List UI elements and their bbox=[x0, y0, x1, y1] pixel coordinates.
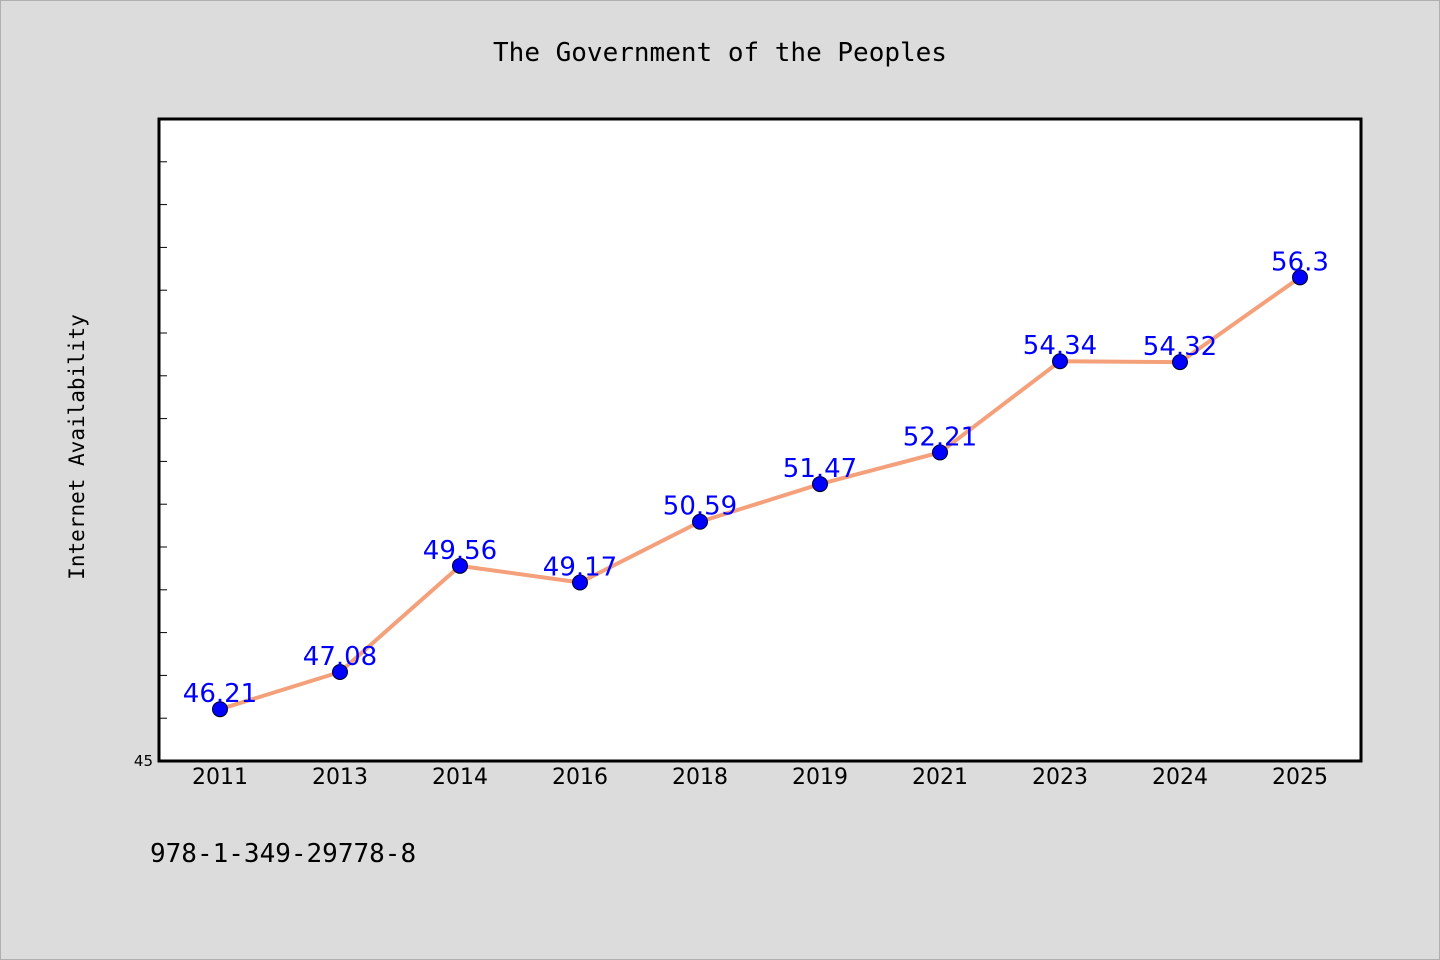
y-tick-label: 45 bbox=[134, 752, 153, 770]
data-label: 51.47 bbox=[783, 454, 857, 484]
data-point bbox=[1172, 354, 1188, 371]
data-label: 52.21 bbox=[903, 422, 977, 452]
data-label: 54.32 bbox=[1143, 332, 1217, 362]
data-point bbox=[1292, 269, 1308, 286]
x-tick-label: 2013 bbox=[312, 765, 368, 790]
data-point bbox=[332, 663, 348, 680]
data-point bbox=[572, 574, 588, 591]
series-line bbox=[219, 275, 1302, 712]
y-axis-label: Internet Availability bbox=[65, 314, 89, 580]
x-tick-label: 2014 bbox=[432, 765, 488, 790]
data-label: 49.17 bbox=[543, 553, 617, 583]
x-axis-ticks: 2011 2013 2014 2016 2018 2019 2021 2023 2024 2025 bbox=[192, 765, 1328, 790]
data-label: 46.21 bbox=[183, 679, 257, 709]
data-point bbox=[932, 444, 948, 461]
data-point bbox=[692, 513, 708, 530]
data-label: 56.3 bbox=[1271, 247, 1329, 277]
x-tick-label: 2018 bbox=[672, 765, 728, 790]
x-tick-label: 2024 bbox=[1152, 765, 1208, 790]
x-tick-label: 2019 bbox=[792, 765, 848, 790]
data-point bbox=[452, 557, 468, 574]
data-label: 47.08 bbox=[303, 642, 377, 672]
data-label: 50.59 bbox=[663, 492, 737, 522]
x-tick-label: 2011 bbox=[192, 765, 248, 790]
data-label: 54.34 bbox=[1023, 331, 1097, 361]
footer-isbn: 978-1-349-29778-8 bbox=[150, 839, 416, 869]
data-label: 49.56 bbox=[423, 536, 497, 566]
x-tick-label: 2025 bbox=[1272, 765, 1328, 790]
x-tick-label: 2016 bbox=[552, 765, 608, 790]
data-point bbox=[212, 701, 228, 718]
x-tick-label: 2021 bbox=[912, 765, 968, 790]
x-tick-label: 2023 bbox=[1032, 765, 1088, 790]
data-point bbox=[812, 476, 828, 493]
chart-title: The Government of the Peoples bbox=[493, 38, 947, 68]
data-series: 46.21 47.08 49.56 49.17 50.59 51.47 52.21 54.34… bbox=[183, 247, 1329, 718]
y-axis-ticks: 45 bbox=[134, 161, 167, 770]
data-point bbox=[1052, 353, 1068, 370]
